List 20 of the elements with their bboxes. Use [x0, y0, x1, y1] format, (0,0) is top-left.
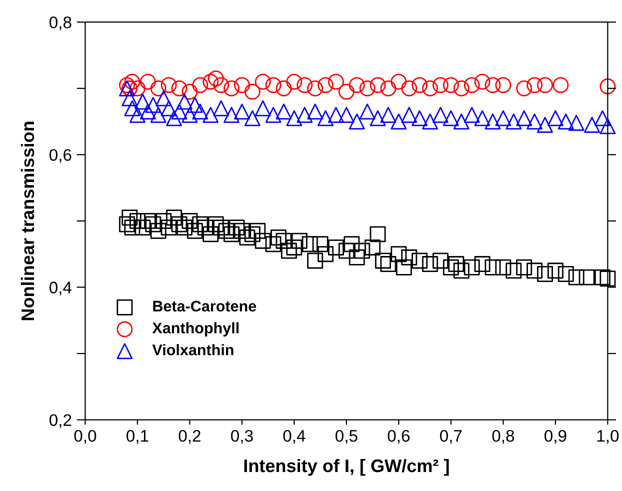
x-tick-label: 0,9	[544, 430, 566, 444]
x-tick-label: 0,4	[283, 430, 306, 444]
x-tick-label: 0,6	[388, 430, 410, 444]
y-tick-label: 0,4	[50, 282, 72, 296]
x-tick-label: 0,3	[231, 430, 253, 444]
x-tick-label: 0,5	[336, 430, 358, 444]
y-tick-label: 0,2	[50, 414, 72, 428]
legend-label: Violxanthin	[152, 344, 234, 356]
x-tick-label: 1,0	[597, 430, 619, 444]
legend-label: Xanthophyll	[152, 322, 239, 336]
x-tick-label: 0,2	[178, 430, 200, 444]
x-tick-label: 0,1	[126, 430, 148, 444]
x-tick-label: 0,7	[440, 430, 462, 444]
legend-label: Beta-Carotene	[153, 300, 256, 312]
y-tick-label: 0,8	[50, 16, 72, 30]
x-tick-label: 0,0	[74, 430, 96, 444]
x-axis-title: Intensity of I, [ GW/cm² ]	[244, 458, 449, 476]
y-axis-title: Nonlinear transmission	[20, 122, 34, 320]
y-tick-label: 0,6	[50, 149, 72, 163]
x-tick-label: 0,8	[492, 430, 514, 444]
